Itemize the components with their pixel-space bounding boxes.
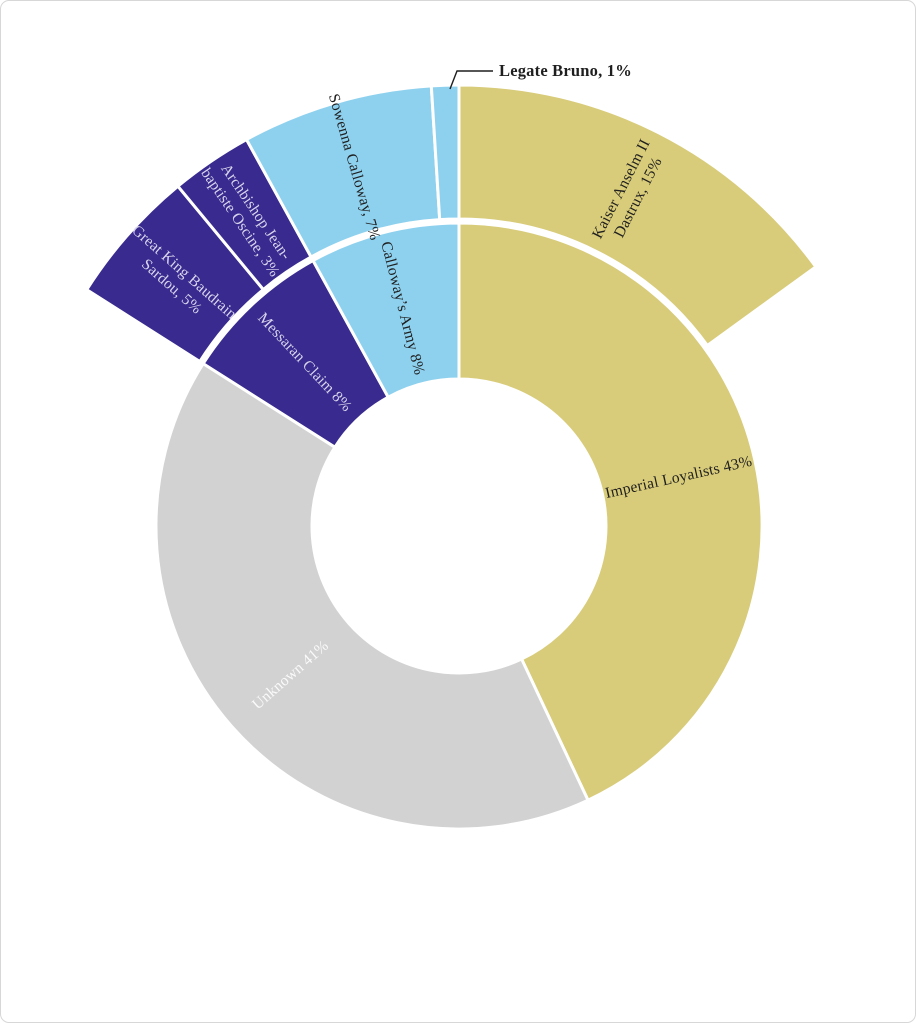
leader-line-legate-bruno [449, 70, 493, 90]
segment-calloway-s-army [310, 221, 461, 400]
segment-imperial-loyalists [457, 221, 764, 803]
segment-kaiser-anselm-ii-dastrux [457, 83, 818, 348]
segment-legate-bruno [429, 83, 461, 222]
external-label-legate-bruno: Legate Bruno, 1% [499, 61, 632, 80]
segment-unknown [154, 361, 590, 831]
